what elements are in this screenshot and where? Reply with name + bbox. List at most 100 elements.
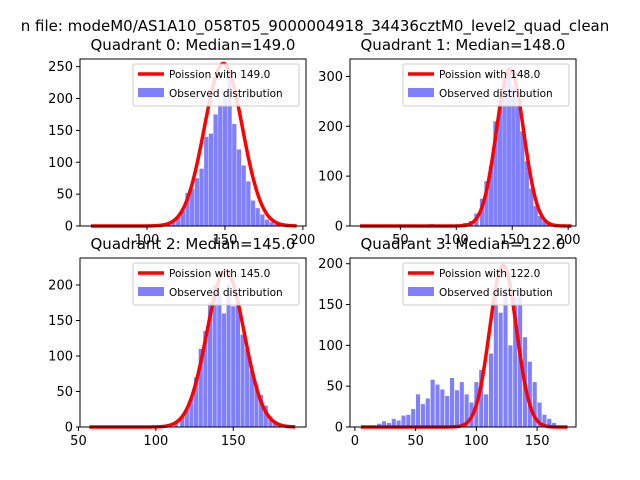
histogram-bar <box>259 395 264 427</box>
histogram-bar <box>497 106 503 226</box>
histogram-bar <box>450 378 455 427</box>
histogram-bar <box>532 382 537 427</box>
histogram-bar <box>542 414 547 427</box>
histogram-bar <box>533 206 538 226</box>
legend-label-observed: Observed distribution <box>439 287 553 299</box>
histogram-bar <box>484 394 489 427</box>
x-tick-label: 50 <box>70 434 87 449</box>
legend: Poission with 148.0 Observed distribution <box>402 63 570 107</box>
histogram-bar <box>411 409 416 427</box>
histogram-bar <box>213 114 218 226</box>
histogram-bar <box>520 131 525 226</box>
histogram-bar <box>260 214 265 226</box>
histogram-bar <box>537 402 542 427</box>
legend-bar-swatch <box>138 287 164 296</box>
legend-bar-swatch <box>408 88 434 97</box>
histogram-bar <box>479 198 485 226</box>
y-tick-label: 150 <box>48 124 73 139</box>
x-tick-label: 50 <box>392 233 409 248</box>
y-tick-label: 200 <box>48 92 73 107</box>
x-tick-label: 150 <box>213 233 238 248</box>
histogram-bar <box>269 222 274 226</box>
legend-label-poisson: Poission with 145.0 <box>169 268 270 280</box>
histogram-bar <box>185 192 190 226</box>
x-tick-label: 100 <box>444 233 469 248</box>
histogram-bar <box>255 208 260 226</box>
axes-frame <box>349 58 577 227</box>
histogram-bar <box>415 394 421 427</box>
histogram-bar <box>194 178 200 226</box>
histogram-bar <box>493 121 498 226</box>
y-tick-label: 100 <box>318 339 343 354</box>
x-tick-label: 200 <box>556 233 581 248</box>
histogram-bar <box>440 389 445 427</box>
histogram-bar <box>227 73 232 227</box>
y-tick-label: 0 <box>65 421 73 436</box>
histogram-bar <box>406 414 411 427</box>
y-tick-label: 150 <box>318 298 343 313</box>
histogram-bar <box>235 302 240 427</box>
histogram-bar <box>391 418 396 427</box>
histogram-bar <box>506 71 511 227</box>
histogram-bars <box>139 284 282 427</box>
histogram-bar <box>527 361 532 427</box>
legend-bar-swatch <box>138 88 164 97</box>
histogram-bar <box>264 219 270 226</box>
histogram-bar <box>222 92 228 227</box>
histogram-bar <box>511 86 516 226</box>
legend-label-poisson: Poission with 149.0 <box>169 69 270 81</box>
histogram-bar <box>218 104 223 226</box>
legend: Poission with 145.0 Observed distribution <box>132 262 300 306</box>
y-tick-label: 200 <box>318 257 343 272</box>
histogram-bar <box>217 295 222 427</box>
histogram-bar <box>204 136 209 226</box>
histogram-bar <box>401 415 406 427</box>
y-tick-label: 0 <box>335 220 343 235</box>
histogram-bar <box>503 288 508 427</box>
y-tick-label: 100 <box>48 156 73 171</box>
legend-label-observed: Observed distribution <box>169 287 283 299</box>
histogram-bar <box>430 379 435 427</box>
histogram-bar <box>484 181 489 226</box>
histogram-bar <box>547 418 552 427</box>
histogram-bar <box>435 384 440 427</box>
axes-frame <box>349 257 577 428</box>
chart-panel-1: 50 100 150 200 0 100 200 300 Poission with 148.0… <box>318 36 580 248</box>
histogram-bar <box>542 221 547 226</box>
histogram-bars <box>166 73 279 227</box>
histogram-bar <box>386 422 391 427</box>
legend-box <box>132 262 300 306</box>
y-tick-label: 50 <box>56 385 73 400</box>
figure-title: n file: modeM0/AS1A10_058T05_9000004918_… <box>21 17 610 36</box>
histogram-bar <box>180 417 185 427</box>
histogram-bar <box>524 161 529 226</box>
legend-box <box>402 63 570 107</box>
chart-title: Quadrant 0: Median=149.0 <box>91 36 296 54</box>
chart-title: Quadrant 2: Median=145.0 <box>91 235 296 253</box>
legend-box <box>402 262 570 306</box>
histogram-bars <box>418 71 552 227</box>
legend-label-poisson: Poission with 122.0 <box>439 268 540 280</box>
y-tick-label: 200 <box>48 278 73 293</box>
histogram-bar <box>425 398 430 427</box>
histogram-bar <box>226 284 231 427</box>
histogram-bar <box>203 331 208 427</box>
histogram-bar <box>199 168 204 226</box>
histogram-bar <box>479 369 484 427</box>
chart-panel-3: 0 50 100 150 0 50 100 150 200 Poission with 122.0… <box>318 235 577 449</box>
y-tick-label: 100 <box>318 170 343 185</box>
histogram-bar <box>231 306 236 427</box>
histogram-bar <box>538 216 543 226</box>
histogram-bar <box>173 422 179 427</box>
histogram-bar <box>189 398 194 427</box>
y-tick-label: 200 <box>318 120 343 135</box>
y-tick-label: 50 <box>56 188 73 203</box>
histogram-bar <box>207 302 213 427</box>
y-tick-label: 300 <box>318 70 343 85</box>
axes-frame <box>79 257 307 428</box>
axes-frame <box>79 58 307 227</box>
y-tick-label: 0 <box>335 421 343 436</box>
histogram-bar <box>488 166 494 226</box>
histogram-bar <box>459 382 464 427</box>
y-tick-label: 0 <box>65 220 73 235</box>
